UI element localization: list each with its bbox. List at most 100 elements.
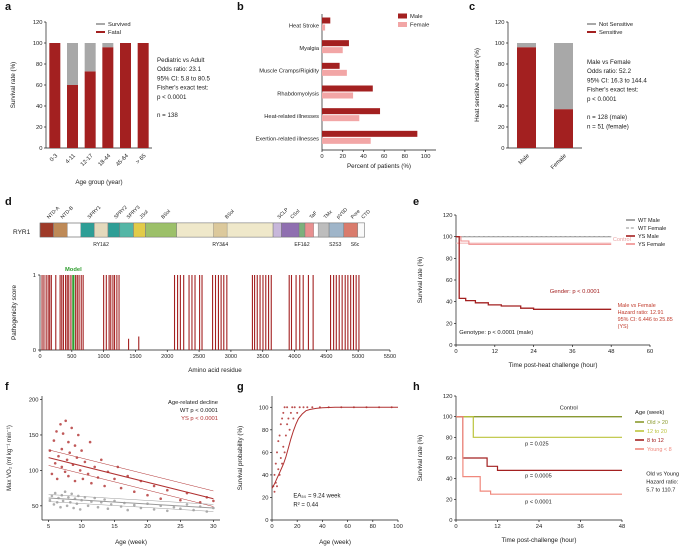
svg-text:3500: 3500 xyxy=(257,354,269,360)
panel-letter-e: e xyxy=(413,196,420,208)
svg-text:20: 20 xyxy=(446,497,452,503)
svg-text:EA₅₀ = 9.24 week: EA₅₀ = 9.24 week xyxy=(293,493,341,499)
svg-text:100: 100 xyxy=(29,468,39,474)
svg-text:120: 120 xyxy=(33,20,43,26)
panel-letter-c: c xyxy=(469,1,476,13)
svg-text:p < 0.0001: p < 0.0001 xyxy=(157,94,187,101)
svg-text:40: 40 xyxy=(319,524,325,530)
svg-text:Male vs Female: Male vs Female xyxy=(618,303,656,309)
svg-text:3000: 3000 xyxy=(225,354,237,360)
svg-text:RY1&2: RY1&2 xyxy=(93,242,109,248)
panel-c: c 0 20 40 60 80 100 120 Male Female Heat sensitiv… xyxy=(464,0,685,195)
svg-text:Survived: Survived xyxy=(108,22,131,28)
svg-text:36: 36 xyxy=(577,524,583,530)
svg-text:WT p < 0.0001: WT p < 0.0001 xyxy=(180,408,218,414)
svg-text:> 65: > 65 xyxy=(135,153,147,165)
svg-text:p < 0.0001: p < 0.0001 xyxy=(587,96,617,103)
panel-h: h 0 20 40 60 80 100 120 0 12 24 36 48 Survival rate … xyxy=(408,380,685,552)
svg-text:Heat-related illnesses: Heat-related illnesses xyxy=(264,114,319,120)
svg-text:Model: Model xyxy=(65,267,82,273)
svg-text:100: 100 xyxy=(33,41,43,47)
svg-text:n = 138: n = 138 xyxy=(157,112,178,119)
svg-text:Exertion-related illnesses: Exertion-related illnesses xyxy=(255,137,319,143)
svg-text:Heat Stroke: Heat Stroke xyxy=(289,23,319,29)
svg-text:2000: 2000 xyxy=(161,354,173,360)
svg-text:Sensitive: Sensitive xyxy=(599,30,623,36)
svg-text:Old > 20: Old > 20 xyxy=(647,420,668,426)
svg-text:Rhabdomyolysis: Rhabdomyolysis xyxy=(277,91,319,97)
svg-text:JSol: JSol xyxy=(139,209,150,220)
svg-text:18-44: 18-44 xyxy=(98,153,113,168)
svg-text:Muscle Cramps/Rigidity: Muscle Cramps/Rigidity xyxy=(259,69,319,75)
svg-text:40: 40 xyxy=(262,473,268,479)
svg-text:45-64: 45-64 xyxy=(115,153,130,168)
svg-text:Male: Male xyxy=(518,153,531,166)
svg-text:1000: 1000 xyxy=(98,354,110,360)
svg-text:Age-related decline: Age-related decline xyxy=(168,400,218,406)
svg-text:50: 50 xyxy=(32,504,38,510)
svg-text:20: 20 xyxy=(498,125,504,131)
svg-text:Age group (year): Age group (year) xyxy=(75,179,122,186)
svg-text:60: 60 xyxy=(344,524,350,530)
svg-text:40: 40 xyxy=(36,104,42,110)
svg-text:TMx: TMx xyxy=(323,209,334,220)
svg-text:40: 40 xyxy=(446,300,452,306)
svg-text:Age (week): Age (week) xyxy=(319,539,351,546)
svg-text:95% CI: 6.446 to 25.85: 95% CI: 6.446 to 25.85 xyxy=(618,317,673,323)
svg-text:10: 10 xyxy=(78,524,84,530)
svg-text:Young < 8: Young < 8 xyxy=(647,447,672,453)
svg-text:100: 100 xyxy=(421,154,431,160)
svg-text:100: 100 xyxy=(393,524,403,530)
svg-text:24: 24 xyxy=(536,524,543,530)
svg-text:Survival rate (%): Survival rate (%) xyxy=(417,257,424,304)
svg-text:YS Female: YS Female xyxy=(638,242,665,248)
chart-h-survival-by-age-group: 0 20 40 60 80 100 120 0 12 24 36 48 Survival rate (%… xyxy=(417,394,679,544)
svg-text:0: 0 xyxy=(454,524,457,530)
svg-text:36: 36 xyxy=(569,349,575,355)
svg-text:Control: Control xyxy=(560,405,578,411)
svg-text:1500: 1500 xyxy=(129,354,141,360)
svg-text:BSol: BSol xyxy=(160,209,172,221)
svg-text:NTD-A: NTD-A xyxy=(46,205,62,221)
svg-text:12: 12 xyxy=(494,524,500,530)
svg-text:48: 48 xyxy=(619,524,625,530)
svg-text:5500: 5500 xyxy=(384,354,396,360)
panel-letter-g: g xyxy=(237,381,244,393)
svg-text:Survival rate (%): Survival rate (%) xyxy=(10,62,17,109)
svg-text:100: 100 xyxy=(443,235,453,241)
svg-text:n = 51 (female): n = 51 (female) xyxy=(587,123,629,130)
svg-text:Genotype: p < 0.0001 (male): Genotype: p < 0.0001 (male) xyxy=(459,330,533,336)
svg-text:Control: Control xyxy=(613,237,631,243)
svg-text:1: 1 xyxy=(33,273,36,279)
svg-text:WT Female: WT Female xyxy=(638,226,666,232)
chart-g-survival-probability-curve: 0 20 40 60 80 100 0 20 40 60 80 100 EA₅₀ = 9.24 week… xyxy=(237,396,403,546)
svg-text:0: 0 xyxy=(270,524,273,530)
panel-b: b 0 20 40 60 80 100 Heat Stroke Myalgia Muscle C… xyxy=(232,0,464,195)
svg-text:12 to 20: 12 to 20 xyxy=(647,429,667,435)
svg-text:80: 80 xyxy=(370,524,376,530)
svg-text:Odds ratio: 52.2: Odds ratio: 52.2 xyxy=(587,68,632,75)
svg-text:8 to 12: 8 to 12 xyxy=(647,438,664,444)
svg-text:80: 80 xyxy=(498,62,504,68)
svg-text:RY3&4: RY3&4 xyxy=(212,242,228,248)
svg-text:0: 0 xyxy=(501,146,504,152)
svg-text:80: 80 xyxy=(402,154,408,160)
svg-text:20: 20 xyxy=(446,321,452,327)
svg-text:48: 48 xyxy=(608,349,614,355)
svg-text:12: 12 xyxy=(492,349,498,355)
panel-e: e 0 20 40 60 80 100 120 0 12 24 36 48 60 Survival rat… xyxy=(408,195,685,380)
svg-text:pVSD: pVSD xyxy=(336,207,350,221)
svg-text:12-17: 12-17 xyxy=(80,153,95,168)
chart-a-survival-by-age: 0 20 40 60 80 100 120 0-3 4-11 12-17 18-44 45-64 > 6… xyxy=(10,20,211,186)
svg-text:Time post-heat challenge (hour: Time post-heat challenge (hour) xyxy=(508,362,597,369)
svg-text:5.7 to 110.7: 5.7 to 110.7 xyxy=(646,488,675,494)
svg-text:80: 80 xyxy=(446,435,452,441)
svg-text:20: 20 xyxy=(294,524,300,530)
svg-text:5000: 5000 xyxy=(352,354,364,360)
panel-letter-a: a xyxy=(5,1,12,13)
svg-text:Fisher's exact test:: Fisher's exact test: xyxy=(157,85,209,92)
svg-text:60: 60 xyxy=(647,349,653,355)
svg-text:Myalgia: Myalgia xyxy=(299,46,319,52)
